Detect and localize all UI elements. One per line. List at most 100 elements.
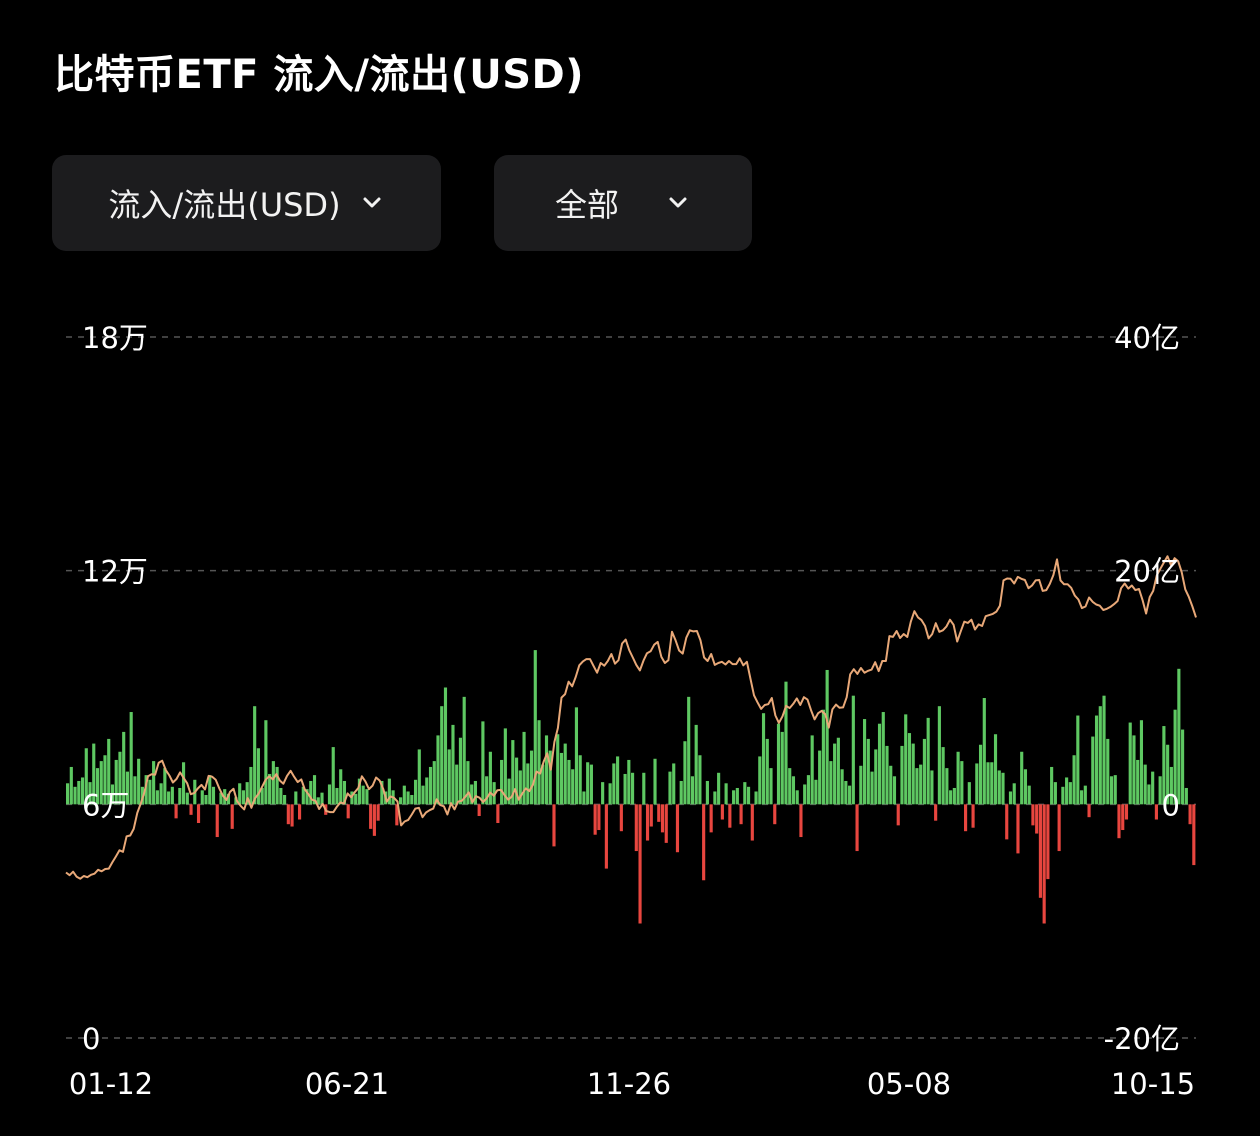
- inflow-bar: [279, 787, 283, 805]
- inflow-bar: [152, 761, 156, 805]
- inflow-bar: [754, 791, 758, 805]
- inflow-bar: [567, 759, 571, 805]
- outflow-bar: [369, 804, 373, 829]
- etf-flow-chart: 18万 12万 6万 0 40亿 20亿 0 -20亿 01-12 06-21 11-26 05-08…: [65, 321, 1197, 1101]
- outflow-bar: [215, 804, 219, 838]
- inflow-bar: [818, 750, 822, 805]
- outflow-bar: [1124, 804, 1129, 820]
- range-dropdown[interactable]: 全部: [494, 155, 752, 251]
- outflow-bar: [638, 804, 642, 924]
- inflow-bar: [1027, 785, 1031, 805]
- inflow-bar: [825, 669, 829, 805]
- inflow-bar: [473, 780, 477, 805]
- inflow-bar: [930, 770, 934, 805]
- inflow-bar: [492, 782, 496, 805]
- inflow-bar: [960, 761, 964, 805]
- inflow-bar: [780, 731, 784, 805]
- right-axis-label: 20亿: [1114, 555, 1180, 589]
- inflow-bar: [485, 776, 489, 805]
- inflow-bar: [683, 741, 687, 805]
- inflow-bar: [956, 751, 960, 805]
- inflow-bar: [380, 780, 384, 805]
- outflow-bar: [664, 804, 668, 843]
- inflow-bar: [612, 763, 616, 805]
- inflow-bar: [541, 764, 545, 805]
- inflow-bar: [458, 737, 463, 805]
- outflow-bar: [376, 804, 380, 821]
- range-dropdown-label: 全部: [554, 186, 619, 224]
- inflow-bar: [679, 780, 683, 805]
- inflow-bar: [556, 734, 560, 805]
- inflow-bar: [937, 706, 941, 805]
- inflow-bar: [256, 748, 260, 805]
- inflow-bar: [821, 709, 825, 805]
- inflow-bar: [77, 780, 81, 805]
- inflow-bar: [1177, 668, 1181, 805]
- inflow-bar: [919, 764, 923, 805]
- inflow-bar: [574, 707, 579, 805]
- inflow-bar: [982, 698, 986, 805]
- inflow-bar: [877, 723, 882, 805]
- inflow-bar: [746, 786, 751, 805]
- inflow-bar: [806, 775, 810, 805]
- inflow-bar: [357, 778, 361, 805]
- outflow-bar: [372, 804, 376, 836]
- inflow-bar: [1113, 775, 1117, 805]
- inflow-bar: [776, 723, 781, 805]
- inflow-bar: [851, 695, 855, 805]
- inflow-bar: [687, 696, 691, 805]
- outflow-bar: [1154, 804, 1158, 820]
- inflow-bar: [410, 794, 414, 805]
- inflow-bar: [417, 749, 421, 805]
- inflow-bar: [406, 791, 410, 805]
- inflow-bar: [264, 720, 268, 805]
- inflow-bar: [1139, 720, 1144, 805]
- inflow-bar: [432, 761, 436, 805]
- inflow-bar: [601, 782, 605, 805]
- inflow-bar: [1072, 755, 1076, 805]
- left-axis-label: 12万: [82, 555, 148, 589]
- inflow-bar: [249, 766, 253, 805]
- outflow-bar: [286, 804, 290, 825]
- price-line: [65, 555, 1197, 880]
- inflow-bar: [515, 757, 519, 805]
- inflow-bar: [511, 740, 515, 805]
- inflow-bar: [814, 779, 818, 805]
- inflow-bar: [1143, 764, 1147, 805]
- inflow-bar: [413, 779, 418, 805]
- inflow-bar: [1166, 744, 1170, 805]
- metric-dropdown-label: 流入/流出(USD): [108, 186, 341, 224]
- inflow-bar: [425, 777, 429, 805]
- inflow-bar: [705, 780, 709, 805]
- outflow-bar: [1016, 804, 1020, 854]
- inflow-bar: [1102, 695, 1106, 805]
- inflow-bar: [859, 765, 863, 805]
- inflow-bar: [874, 749, 878, 805]
- outflow-bar: [477, 804, 481, 817]
- outflow-bar: [297, 804, 302, 820]
- inflow-bar: [735, 787, 739, 805]
- inflow-bar: [342, 780, 347, 805]
- outflow-bar: [855, 804, 859, 852]
- metric-dropdown[interactable]: 流入/流出(USD): [52, 155, 441, 251]
- outflow-bar: [346, 804, 350, 819]
- outflow-bar: [739, 804, 743, 825]
- inflow-bar: [1158, 776, 1162, 805]
- inflow-bar: [537, 720, 541, 805]
- outflow-bar: [1031, 804, 1035, 826]
- inflow-bar: [245, 782, 249, 805]
- inflow-bar: [133, 776, 137, 805]
- inflow-bar: [911, 743, 915, 805]
- inflow-bar: [312, 775, 317, 805]
- inflow-bar: [900, 745, 904, 805]
- inflow-bar: [907, 733, 912, 805]
- outflow-bar: [660, 804, 665, 833]
- outflow-bar: [971, 804, 975, 828]
- x-axis-label: 10-15: [1111, 1067, 1195, 1101]
- outflow-bar: [1188, 804, 1192, 825]
- x-axis-label: 11-26: [587, 1067, 671, 1101]
- inflow-bar: [810, 735, 814, 805]
- inflow-bar: [732, 790, 736, 805]
- inflow-bar: [387, 778, 391, 805]
- inflow-bar: [268, 773, 272, 805]
